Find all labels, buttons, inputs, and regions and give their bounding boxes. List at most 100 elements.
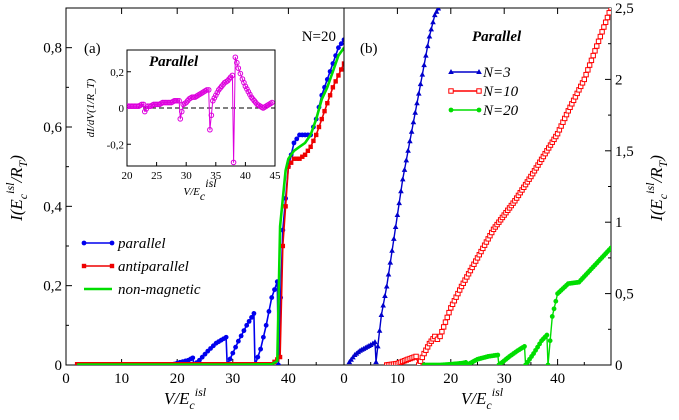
- data-point: [255, 354, 261, 360]
- inset-x-tick-label: 35: [210, 170, 222, 182]
- data-point: [214, 89, 221, 96]
- inset-x-axis-label-part: c: [200, 189, 206, 203]
- inset-x-tick-label: 45: [270, 170, 282, 182]
- data-point: [594, 43, 600, 49]
- data-point: [246, 318, 252, 324]
- data-point: [211, 95, 218, 101]
- x-tick-label: 20: [443, 371, 458, 387]
- data-point: [258, 346, 263, 352]
- data-point: [590, 52, 596, 59]
- data-point: [391, 235, 397, 241]
- data-point: [417, 81, 424, 87]
- data-point: [229, 72, 236, 79]
- data-point: [426, 33, 433, 39]
- data-point: [280, 243, 286, 249]
- y-tick-label: 2,5: [615, 1, 634, 17]
- legend-b: N=3 N=10 N=20: [448, 65, 519, 119]
- y-tick-label: 0,8: [43, 41, 62, 57]
- y-axis-label-a-part: c: [16, 193, 30, 199]
- data-point: [412, 109, 418, 115]
- data-point: [423, 52, 429, 58]
- inset-x-axis-label-part: isl: [205, 176, 217, 190]
- data-point: [294, 156, 299, 161]
- x-tick-label: 10: [390, 371, 405, 387]
- data-point: [396, 200, 402, 206]
- x-tick-label: 0: [340, 371, 348, 387]
- x-tick-label: 30: [497, 371, 512, 387]
- data-point: [234, 59, 240, 66]
- legend-marker: [109, 263, 115, 269]
- data-point: [403, 157, 410, 163]
- y-tick-label: 1: [615, 215, 623, 231]
- data-point: [213, 92, 219, 99]
- inset-x-tick-label: 30: [181, 170, 193, 182]
- x-tick-label: 40: [550, 371, 565, 387]
- data-point: [210, 97, 216, 104]
- data-point: [199, 354, 205, 360]
- data-point: [311, 138, 316, 144]
- x-axis-label-a: V/Ecisl: [164, 385, 207, 412]
- data-point: [588, 57, 595, 64]
- inset-y-tick-label: 0: [119, 103, 125, 115]
- data-point: [208, 112, 215, 119]
- data-point: [376, 327, 383, 333]
- data-point: [305, 148, 311, 153]
- x-tick-label: 10: [114, 371, 129, 387]
- data-point: [241, 328, 247, 334]
- data-point: [260, 334, 266, 340]
- x-tick-label: 0: [62, 371, 70, 387]
- legend-marker: [448, 69, 454, 74]
- y-tick-label: 0,6: [43, 120, 62, 136]
- legend-marker: [81, 240, 87, 246]
- data-point: [141, 108, 148, 115]
- data-point: [177, 116, 184, 122]
- data-point: [230, 159, 237, 166]
- data-point: [341, 37, 344, 43]
- data-point: [597, 33, 604, 40]
- legend-marker: [476, 69, 482, 74]
- legend-marker: [476, 88, 482, 94]
- data-point: [428, 26, 435, 32]
- data-point: [585, 67, 591, 73]
- data-point: [407, 138, 413, 144]
- data-point: [372, 339, 378, 345]
- y-tick-label: 0: [615, 358, 623, 374]
- data-point: [378, 312, 385, 318]
- data-point: [522, 344, 527, 349]
- data-point: [308, 144, 313, 150]
- inset-title: Parallel: [149, 54, 199, 70]
- panel-b: 10 20 30 40000,511,522,5(b)ParallelN=3N=10N…: [340, 1, 670, 412]
- data-point: [244, 86, 250, 92]
- data-point: [294, 136, 300, 142]
- data-point: [207, 126, 213, 133]
- legend-label: N=20: [482, 103, 519, 119]
- x-axis-label-a-part: V/E: [164, 389, 190, 408]
- series-N=20: [421, 245, 611, 365]
- x-tick-label: 30: [225, 371, 240, 387]
- data-point: [300, 154, 305, 159]
- data-point: [247, 91, 253, 98]
- data-point: [244, 322, 250, 328]
- inset-y-tick-label: 0,2: [110, 67, 124, 79]
- data-point: [291, 140, 297, 146]
- data-point: [495, 352, 501, 358]
- data-point: [263, 322, 269, 328]
- legend-label: N=3: [482, 65, 511, 81]
- data-point: [251, 311, 257, 316]
- data-point: [547, 338, 553, 344]
- data-point: [408, 128, 415, 134]
- data-point: [291, 156, 297, 161]
- data-point: [242, 83, 249, 90]
- data-point: [419, 71, 426, 77]
- data-point: [139, 101, 145, 108]
- legend-marker: [448, 88, 454, 94]
- y-axis-label-a-part: T: [16, 159, 30, 167]
- data-point: [545, 362, 551, 365]
- series-N=3: [346, 8, 442, 365]
- data-point: [277, 354, 283, 360]
- y-tick-label: 0,5: [615, 287, 634, 303]
- legend-label: N=10: [482, 84, 519, 100]
- data-point: [401, 166, 408, 172]
- data-point: [544, 332, 550, 338]
- inset-x-tick-label: 20: [122, 170, 134, 182]
